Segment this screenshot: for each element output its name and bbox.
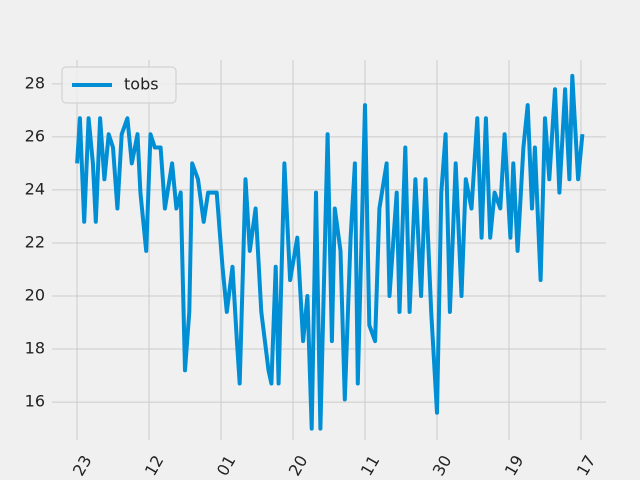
x-tick-label: 01 — [213, 452, 240, 479]
x-tick-label: 17 — [573, 452, 600, 479]
x-tick-label: 23 — [69, 452, 96, 479]
x-tick-label: 20 — [285, 452, 312, 479]
y-tick-label: 16 — [25, 392, 45, 411]
y-tick-label: 20 — [25, 286, 45, 305]
legend: tobs — [61, 66, 177, 104]
y-tick-label: 24 — [25, 179, 45, 198]
y-tick-label: 18 — [25, 339, 45, 358]
y-tick-label: 28 — [25, 73, 45, 92]
y-tick-label: 26 — [25, 126, 45, 145]
legend-label: tobs — [124, 75, 159, 94]
y-tick-label: 22 — [25, 232, 45, 251]
x-tick-label: 30 — [429, 452, 456, 479]
line-series — [75, 73, 585, 431]
x-tick-label: 12 — [141, 452, 168, 479]
legend-box — [61, 66, 177, 104]
x-tick-label: 19 — [501, 452, 528, 479]
x-tick-label: 11 — [357, 452, 384, 479]
